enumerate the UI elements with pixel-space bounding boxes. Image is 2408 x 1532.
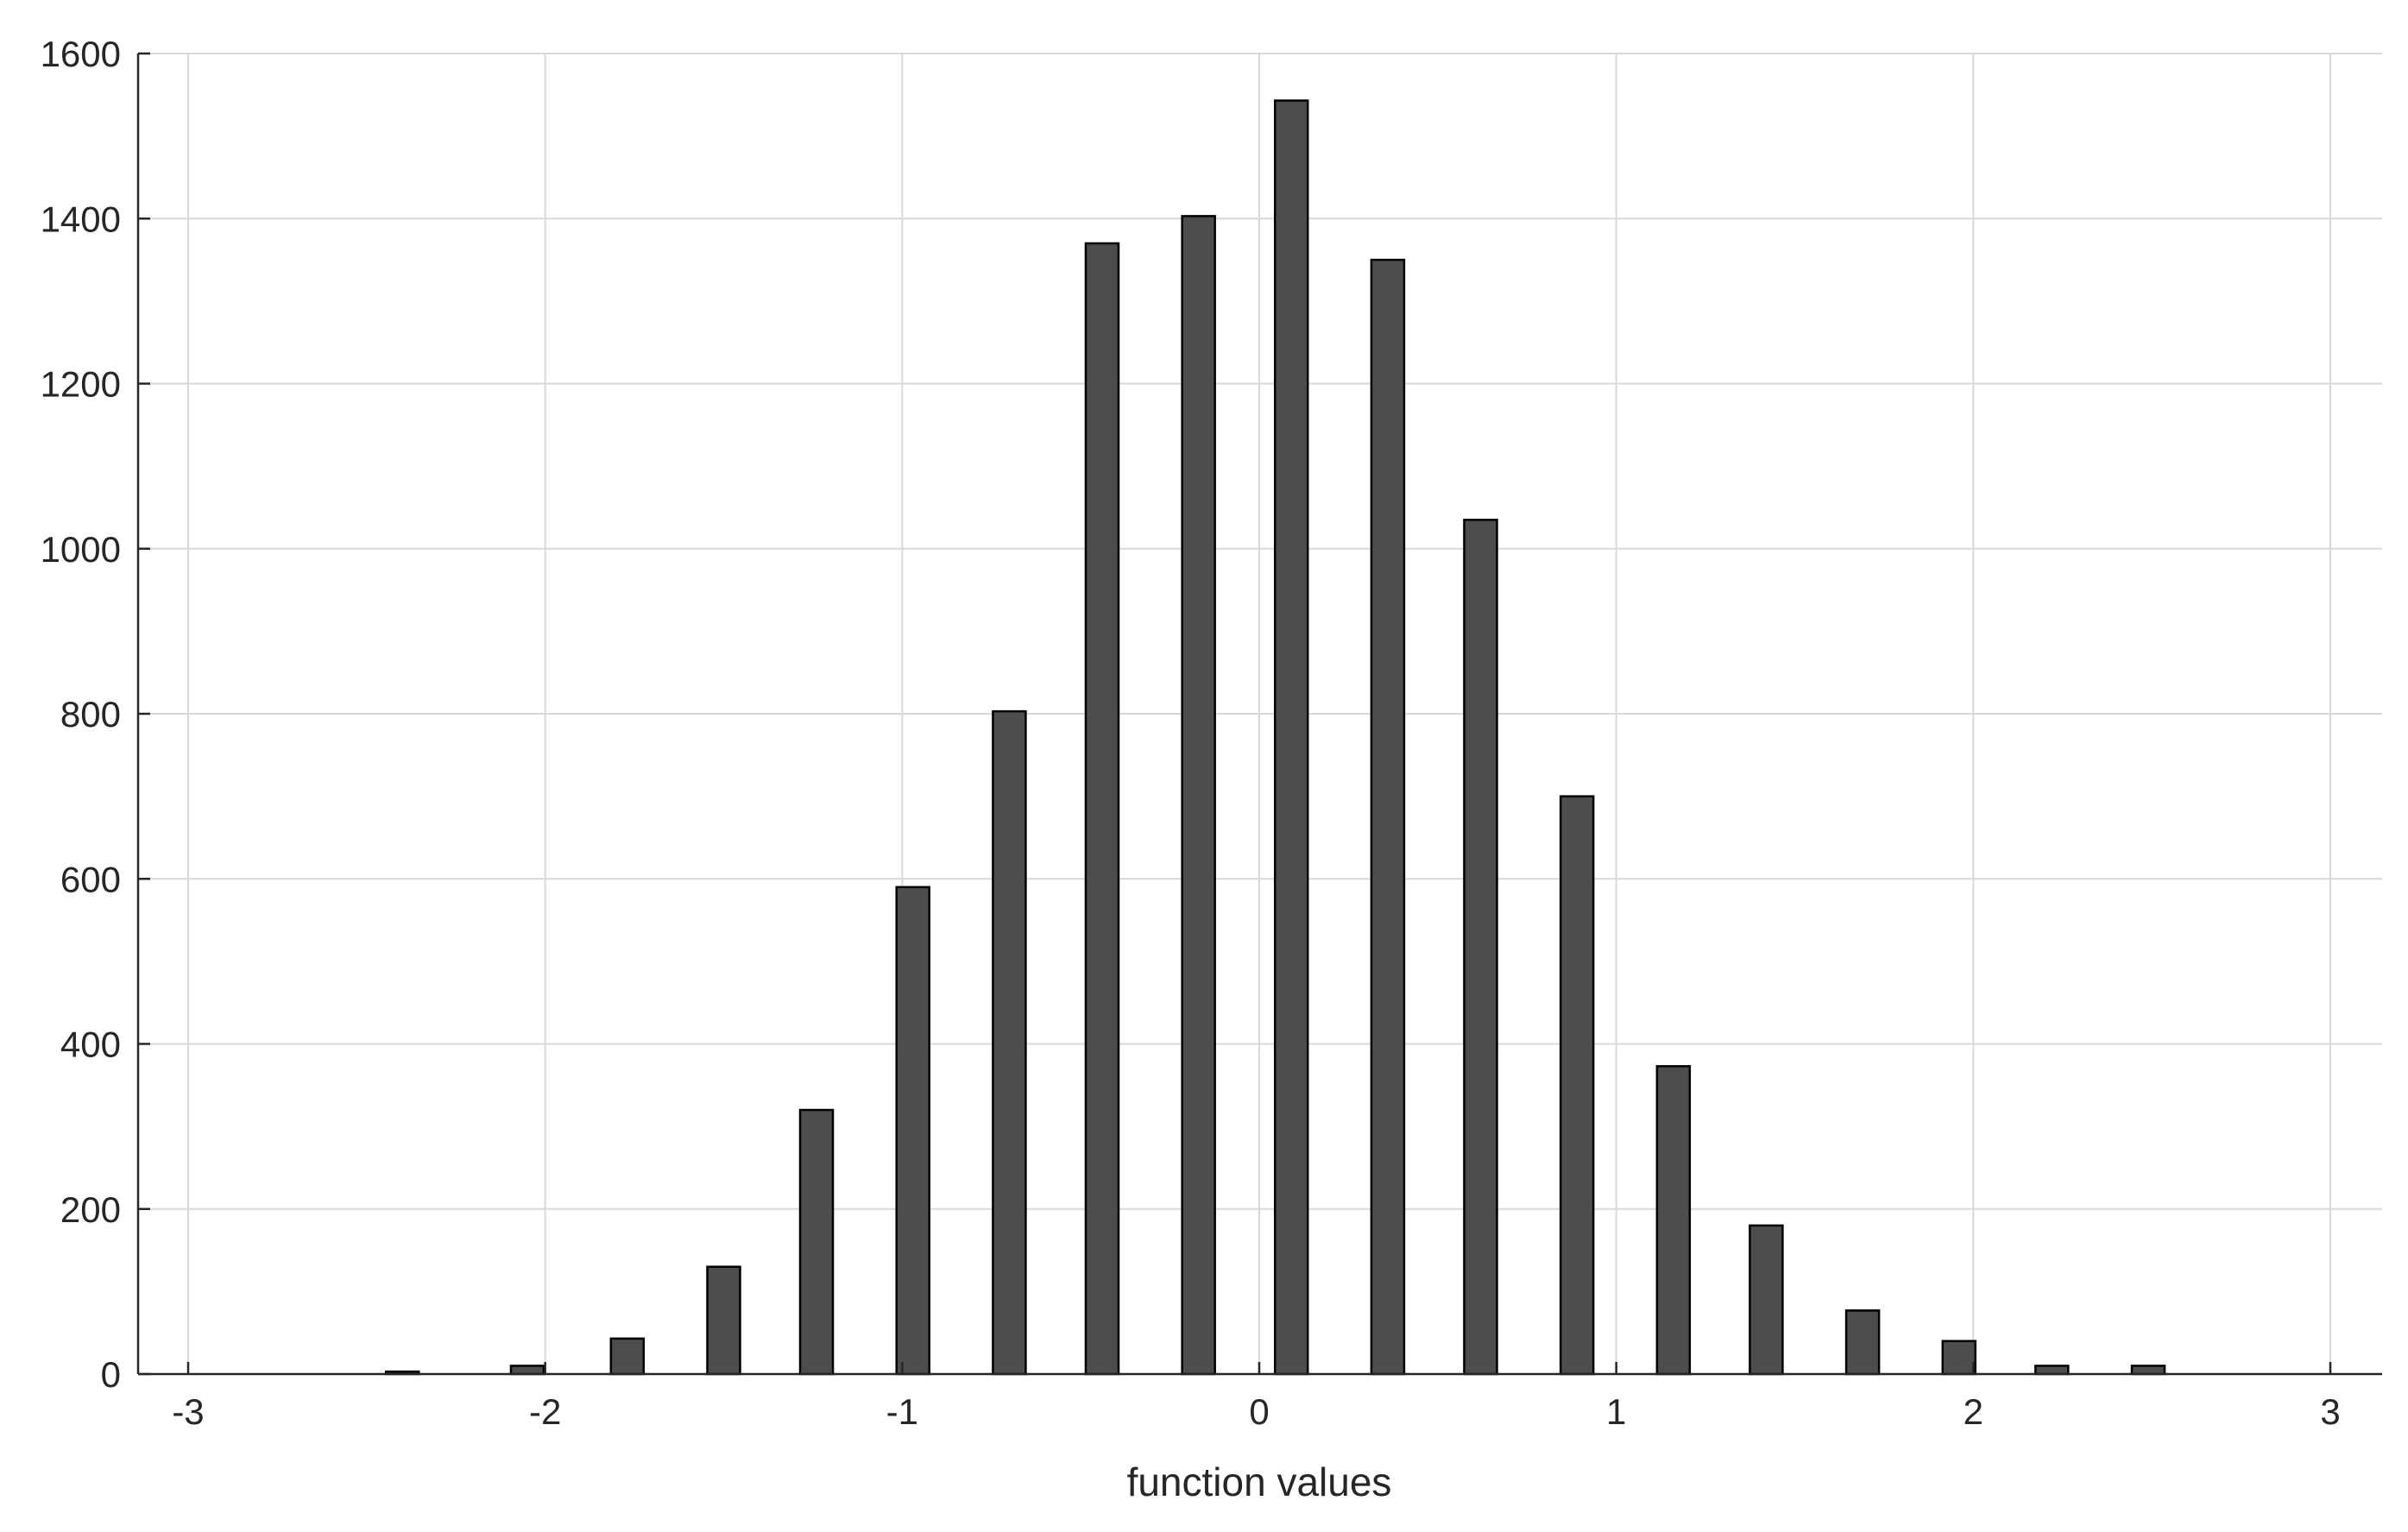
histogram-bar bbox=[706, 1265, 741, 1376]
histogram-bar bbox=[1370, 258, 1406, 1376]
x-tick-label: 2 bbox=[1964, 1391, 1983, 1432]
histogram-bar bbox=[1273, 99, 1309, 1376]
x-axis-title: function values bbox=[1127, 1459, 1392, 1504]
histogram-bar bbox=[895, 886, 930, 1376]
histogram-bar bbox=[2130, 1365, 2166, 1376]
histogram-bar bbox=[1844, 1309, 1881, 1376]
y-tick-label: 800 bbox=[60, 694, 121, 734]
x-tick-label: -3 bbox=[172, 1391, 204, 1432]
histogram-bar bbox=[1181, 215, 1216, 1376]
y-tick-label: 400 bbox=[60, 1024, 121, 1065]
histogram-bar bbox=[1655, 1065, 1692, 1376]
histogram-bar bbox=[1941, 1340, 1977, 1376]
histogram-bar bbox=[1463, 519, 1498, 1376]
histogram-bar bbox=[1749, 1224, 1784, 1376]
grid bbox=[138, 53, 2382, 1375]
axes bbox=[136, 52, 2382, 1376]
histogram-bar bbox=[1084, 242, 1120, 1376]
tick-labels: -3 -2 -1 0 1 2 3 0 200 400 600 800 1000 1200 1400 1600 bbox=[41, 34, 2341, 1432]
x-tick-label: -1 bbox=[886, 1391, 918, 1432]
histogram-bar bbox=[1559, 795, 1595, 1376]
y-tick-label: 1000 bbox=[41, 529, 121, 570]
histogram-bar bbox=[2034, 1365, 2070, 1376]
bars bbox=[384, 99, 2166, 1376]
y-tick-label: 0 bbox=[101, 1354, 121, 1395]
y-tick-label: 1200 bbox=[41, 364, 121, 405]
histogram-bar bbox=[992, 709, 1027, 1376]
histogram-bar bbox=[509, 1365, 545, 1376]
y-tick-label: 200 bbox=[60, 1189, 121, 1230]
x-tick-label: 0 bbox=[1249, 1391, 1269, 1432]
y-tick-label: 1600 bbox=[41, 34, 121, 74]
x-tick-label: -2 bbox=[529, 1391, 561, 1432]
y-tick-label: 600 bbox=[60, 859, 121, 899]
y-tick-label: 1400 bbox=[41, 199, 121, 239]
x-tick-label: 1 bbox=[1606, 1391, 1626, 1432]
histogram-bar bbox=[798, 1108, 835, 1376]
x-tick-label: 3 bbox=[2320, 1391, 2340, 1432]
histogram-bar bbox=[609, 1337, 646, 1376]
